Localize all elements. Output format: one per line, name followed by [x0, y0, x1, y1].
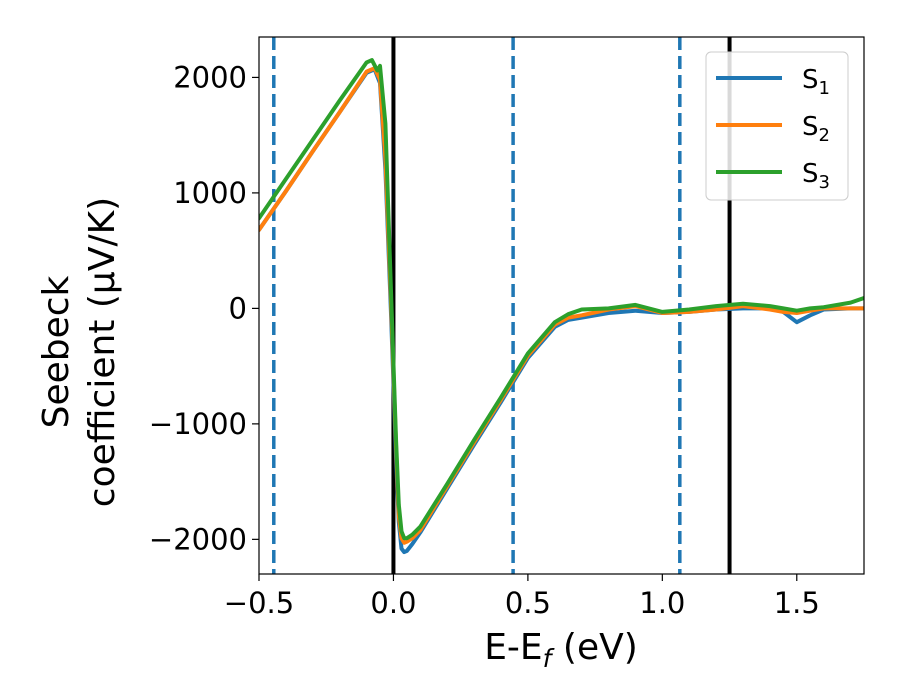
x-tick-label: −0.5: [224, 586, 294, 620]
x-tick-label: 0.0: [370, 586, 416, 620]
series-line-s3: [259, 58, 864, 541]
x-axis-label: E-Ef (eV): [484, 627, 638, 673]
y-tick-label: 1000: [173, 176, 247, 210]
x-tick-label: 1.0: [639, 586, 685, 620]
y-axis-label-line2: coefficient (μV/K): [82, 197, 123, 507]
x-axis: −0.5 0.0 0.5 1.0 1.5: [224, 574, 820, 620]
legend-label-s2: S2: [802, 112, 830, 146]
legend: S1 S2 S3: [705, 51, 849, 201]
y-axis-label-line1: Seebeck: [36, 275, 77, 428]
x-tick-label: 1.5: [774, 586, 820, 620]
y-tick-label: 2000: [173, 60, 247, 94]
x-tick-label: 0.5: [505, 586, 551, 620]
y-tick-label: 0: [229, 291, 247, 325]
legend-label-s3: S3: [802, 159, 830, 193]
plot-frame: [258, 36, 865, 575]
legend-label-s1: S1: [802, 65, 830, 99]
series-layer: [259, 58, 864, 555]
y-tick-label: −2000: [149, 522, 247, 556]
vertical-reference-lines: [272, 37, 732, 574]
y-tick-label: −1000: [149, 407, 247, 441]
y-axis: −2000 −1000 0 1000 2000: [149, 60, 259, 556]
